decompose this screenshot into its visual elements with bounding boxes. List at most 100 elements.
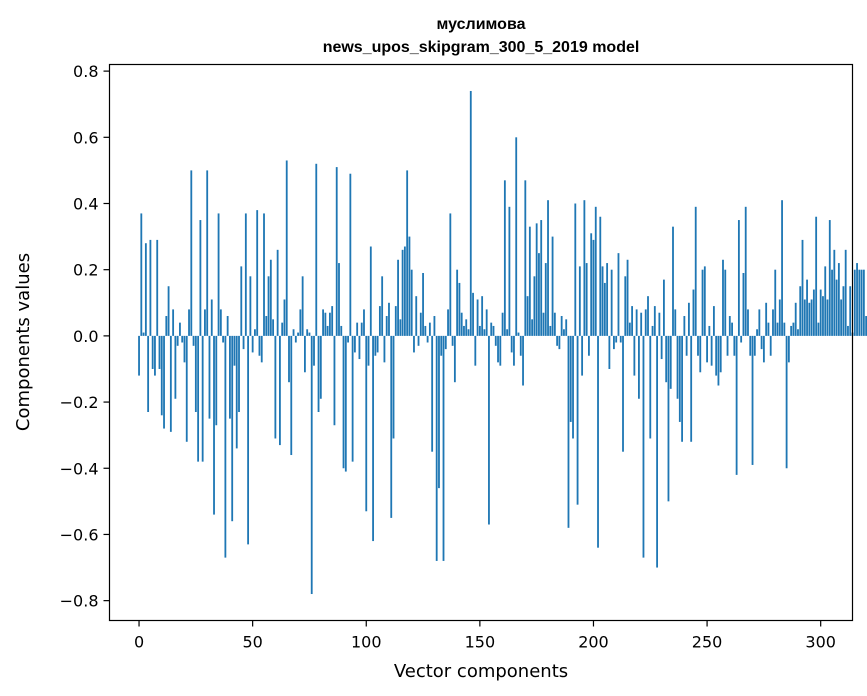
- bar-224: [647, 296, 649, 336]
- bar-283: [781, 200, 783, 336]
- bar-52: [256, 210, 259, 336]
- bar-65: [285, 160, 288, 336]
- bar-205: [603, 282, 606, 336]
- bar-152: [483, 329, 486, 336]
- bar-229: [658, 312, 661, 336]
- bar-16: [174, 335, 177, 399]
- bar-155: [490, 322, 493, 336]
- bar-157: [494, 335, 497, 346]
- bar-83: [326, 325, 329, 336]
- bar-305: [831, 269, 833, 336]
- bar-204: [601, 266, 604, 336]
- bar-272: [756, 329, 758, 336]
- bar-300: [819, 289, 822, 336]
- y-tick-label: −0.4: [60, 459, 99, 478]
- bar-190: [569, 335, 572, 422]
- bar-307: [835, 279, 838, 336]
- bar-291: [799, 286, 802, 336]
- bar-263: [735, 335, 738, 475]
- bar-151: [481, 296, 484, 336]
- bar-2: [142, 332, 145, 336]
- bar-304: [828, 220, 831, 336]
- bar-296: [810, 299, 813, 336]
- bar-42: [233, 335, 236, 366]
- bar-118: [406, 170, 409, 336]
- bar-39: [226, 316, 229, 336]
- bar-210: [615, 335, 618, 343]
- bar-168: [519, 335, 522, 356]
- bar-135: [444, 335, 447, 350]
- bar-146: [469, 90, 472, 336]
- bar-132: [438, 335, 440, 489]
- bar-201: [594, 206, 597, 336]
- x-axis-label: Vector components: [394, 661, 568, 682]
- bar-250: [706, 335, 708, 363]
- bar-56: [265, 316, 268, 336]
- bar-27: [199, 220, 202, 336]
- bar-87: [335, 167, 338, 336]
- bar-131: [435, 335, 438, 561]
- bar-206: [606, 263, 609, 336]
- bar-158: [497, 335, 499, 363]
- bar-24: [192, 335, 195, 346]
- bar-317: [858, 269, 861, 336]
- bar-82: [324, 312, 327, 336]
- bar-189: [567, 335, 570, 528]
- bar-143: [463, 325, 465, 336]
- bar-96: [356, 322, 359, 336]
- bar-293: [803, 299, 806, 336]
- bar-273: [758, 309, 761, 336]
- bar-100: [365, 335, 368, 512]
- bar-77: [313, 335, 315, 366]
- bar-13: [167, 286, 170, 336]
- x-tick-label: 0: [134, 633, 144, 652]
- bar-251: [708, 325, 711, 336]
- y-axis-label: Components values: [13, 253, 34, 431]
- bar-228: [656, 335, 658, 568]
- bar-88: [338, 263, 340, 336]
- bar-130: [433, 316, 436, 336]
- bar-115: [399, 319, 402, 336]
- bar-119: [408, 236, 411, 336]
- bar-139: [453, 335, 456, 383]
- bar-248: [701, 269, 704, 336]
- y-tick-label: 0.8: [73, 62, 98, 81]
- bar-66: [288, 335, 290, 383]
- bar-214: [624, 276, 627, 336]
- bar-1: [140, 213, 143, 336]
- y-tick-label: 0.0: [73, 327, 98, 346]
- bar-278: [769, 335, 772, 356]
- bar-145: [467, 329, 470, 336]
- bar-18: [179, 322, 181, 336]
- bar-20: [183, 335, 186, 363]
- bar-149: [476, 299, 479, 336]
- bar-222: [642, 335, 645, 558]
- bar-103: [372, 335, 374, 542]
- bar-159: [499, 335, 502, 366]
- bar-292: [801, 239, 804, 336]
- bar-174: [533, 276, 536, 336]
- bar-220: [638, 335, 640, 399]
- bar-271: [753, 335, 756, 356]
- bar-173: [531, 319, 534, 336]
- bar-316: [856, 263, 858, 336]
- bar-63: [281, 322, 284, 336]
- bar-33: [213, 335, 215, 515]
- bar-128: [428, 322, 431, 336]
- bar-208: [610, 269, 613, 336]
- bar-12: [165, 316, 168, 336]
- x-tick-label: 100: [351, 633, 382, 652]
- bar-242: [687, 302, 690, 336]
- bar-186: [560, 316, 563, 336]
- bar-247: [699, 335, 702, 373]
- bar-223: [644, 309, 647, 336]
- bar-41: [231, 335, 234, 522]
- bar-138: [451, 335, 454, 346]
- bar-176: [538, 253, 540, 336]
- bar-34: [215, 335, 218, 426]
- bar-181: [549, 325, 552, 336]
- bar-15: [172, 309, 175, 336]
- bar-319: [862, 269, 865, 336]
- bar-55: [263, 213, 265, 336]
- bar-95: [353, 335, 356, 353]
